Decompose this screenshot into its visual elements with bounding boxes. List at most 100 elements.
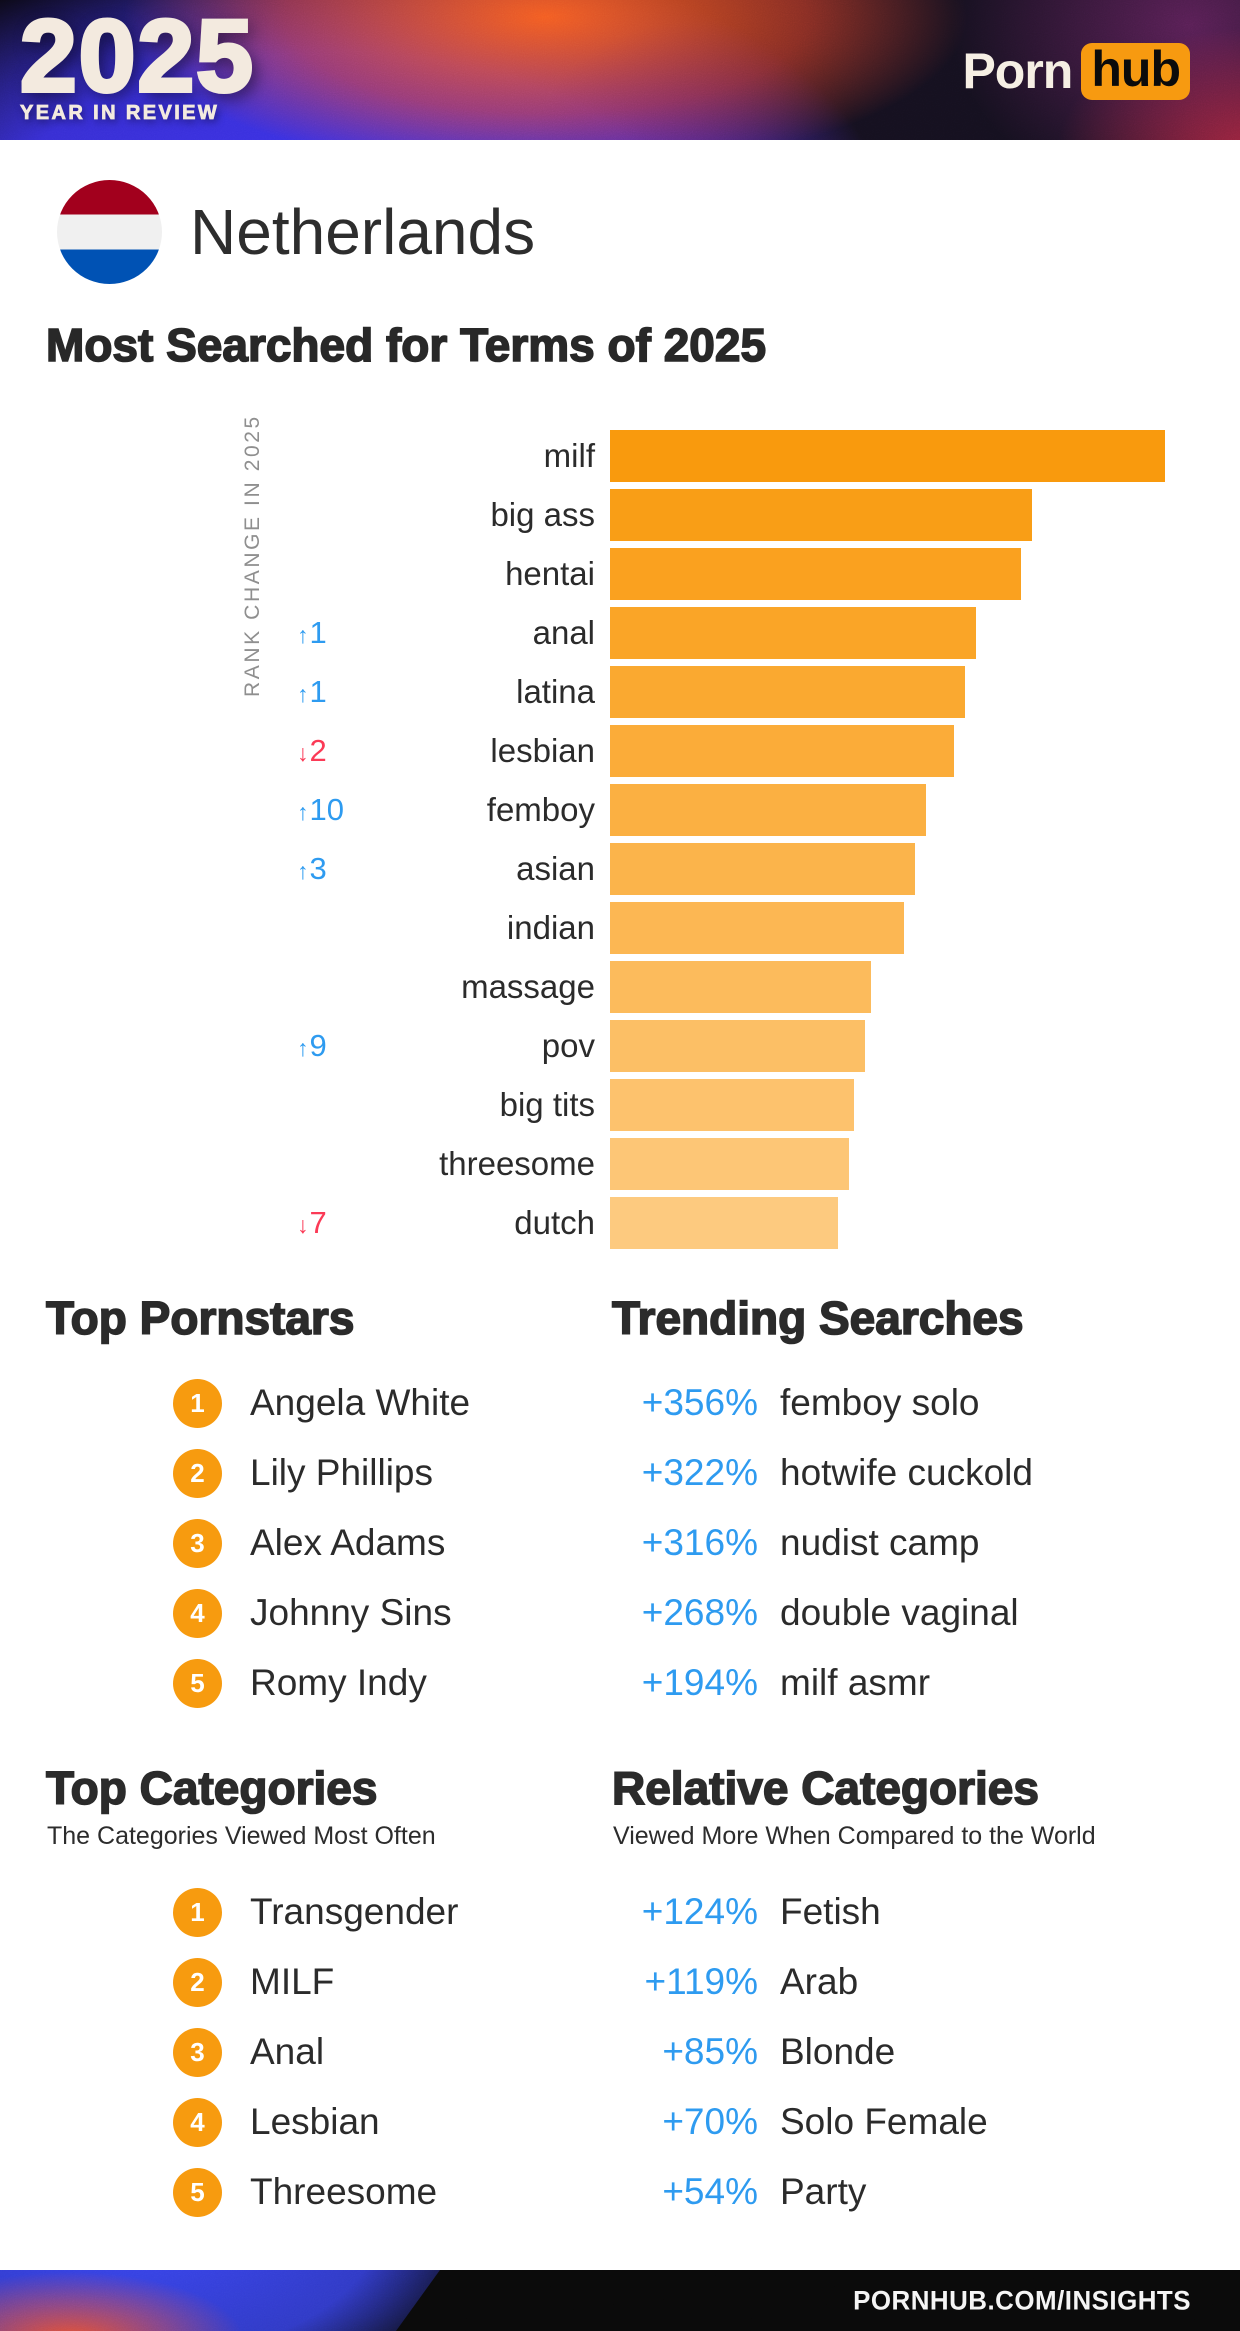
percent-change-value: +119% <box>644 1961 759 2002</box>
chart-row: milf <box>0 430 1240 482</box>
percent-change-value: +316% <box>641 1522 758 1563</box>
rank-change-indicator: ↓2 <box>297 733 327 768</box>
ranked-item-name: Alex Adams <box>250 1522 446 1563</box>
ranked-list-item: 1 Angela White <box>36 1368 596 1438</box>
netherlands-flag-icon <box>57 180 162 284</box>
ranked-item-name: Transgender <box>250 1891 459 1932</box>
relative-categories-title: Relative Categories <box>611 1761 1040 1815</box>
chart-row: ↑1 latina <box>0 666 1240 718</box>
percent-item-name: hotwife cuckold <box>780 1452 1033 1493</box>
rank-change-indicator: ↑1 <box>297 615 327 650</box>
rank-number-badge: 4 <box>173 1588 222 1638</box>
search-term-label: femboy <box>486 791 595 828</box>
percent-item-name: milf asmr <box>780 1662 931 1703</box>
rank-number-badge: 3 <box>173 2027 222 2077</box>
chart-row: ↑3 asian <box>0 843 1240 895</box>
ranked-list-item: 2 MILF <box>36 1947 596 2017</box>
ranked-item-name: Threesome <box>250 2171 438 2212</box>
rank-change-indicator: ↓7 <box>297 1205 327 1240</box>
ranked-list-item: 4 Johnny Sins <box>36 1578 596 1648</box>
top-categories-list: 1 Transgender 2 MILF 3 Anal 4 Lesbian 5 … <box>36 1877 596 2227</box>
footer-bar: PORNHUB.COM/INSIGHTS <box>0 2270 1240 2331</box>
percent-item-name: Blonde <box>780 2031 896 2072</box>
rank-number-badge: 3 <box>173 1518 222 1568</box>
rank-change-indicator: ↑9 <box>297 1028 327 1063</box>
ranked-list-item: 5 Threesome <box>36 2157 596 2227</box>
trending-searches-title: Trending Searches <box>611 1291 1024 1345</box>
percent-list-item: +316% nudist camp <box>612 1508 1232 1578</box>
ranked-list-item: 3 Anal <box>36 2017 596 2087</box>
ranked-item-name: Lesbian <box>250 2101 380 2142</box>
header-banner: 2025 YEAR IN REVIEW Porn hub <box>0 0 1240 140</box>
percent-change-value: +85% <box>662 2031 758 2072</box>
pornhub-logo: Porn hub <box>962 42 1190 100</box>
search-term-bar <box>610 548 1021 600</box>
percent-list-item: +124% Fetish <box>612 1877 1232 1947</box>
percent-list-item: +268% double vaginal <box>612 1578 1232 1648</box>
page-title: Most Searched for Terms of 2025 <box>45 318 767 372</box>
percent-item-name: Arab <box>780 1961 859 2002</box>
chart-row: ↑10 femboy <box>0 784 1240 836</box>
chart-row: ↑1 anal <box>0 607 1240 659</box>
chart-row: massage <box>0 961 1240 1013</box>
percent-list-item: +194% milf asmr <box>612 1648 1232 1718</box>
percent-list-item: +356% femboy solo <box>612 1368 1232 1438</box>
logo-year-text: 2025 <box>18 0 255 113</box>
search-term-label: threesome <box>439 1145 595 1182</box>
search-term-label: latina <box>516 673 595 710</box>
percent-list-item: +54% Party <box>612 2157 1232 2227</box>
pornhub-logo-hub: hub <box>1081 42 1190 100</box>
rank-number-badge: 5 <box>173 2167 222 2217</box>
search-term-label: lesbian <box>490 732 595 769</box>
rank-change-indicator: ↑3 <box>297 851 327 886</box>
search-term-bar <box>610 843 915 895</box>
footer-gradient-decoration <box>0 2270 440 2331</box>
footer-url: PORNHUB.COM/INSIGHTS <box>853 2285 1191 2315</box>
search-term-label: massage <box>461 968 595 1005</box>
ranked-list-item: 3 Alex Adams <box>36 1508 596 1578</box>
pornhub-logo-porn: Porn <box>962 43 1073 99</box>
search-term-bar <box>610 1138 849 1190</box>
percent-change-value: +322% <box>641 1452 758 1493</box>
percent-list-item: +70% Solo Female <box>612 2087 1232 2157</box>
ranked-item-name: Angela White <box>250 1382 471 1423</box>
search-term-bar <box>610 1079 854 1131</box>
chart-row: ↓7 dutch <box>0 1197 1240 1249</box>
ranked-list-item: 2 Lily Phillips <box>36 1438 596 1508</box>
search-term-label: pov <box>541 1027 595 1064</box>
search-term-bar <box>610 1020 865 1072</box>
search-term-bar <box>610 666 965 718</box>
chart-row: indian <box>0 902 1240 954</box>
relative-categories-list: +124% Fetish +119% Arab +85% Blonde +70%… <box>612 1877 1232 2227</box>
search-term-bar <box>610 902 904 954</box>
ranked-item-name: MILF <box>250 1961 335 2002</box>
search-term-label: hentai <box>505 555 595 592</box>
percent-item-name: double vaginal <box>780 1592 1019 1633</box>
chart-row: big tits <box>0 1079 1240 1131</box>
percent-list-item: +119% Arab <box>612 1947 1232 2017</box>
search-term-bar <box>610 607 976 659</box>
chart-row: big ass <box>0 489 1240 541</box>
rank-number-badge: 4 <box>173 2097 222 2147</box>
trending-searches-list: +356% femboy solo +322% hotwife cuckold … <box>612 1368 1232 1718</box>
search-term-bar <box>610 430 1165 482</box>
chart-row: threesome <box>0 1138 1240 1190</box>
ranked-item-name: Anal <box>250 2031 325 2072</box>
rank-number-badge: 2 <box>173 1448 222 1498</box>
logo-tagline-text: YEAR IN REVIEW <box>20 102 220 125</box>
search-terms-chart: milf big ass hentai ↑1 anal ↑1 latina ↓2… <box>0 430 1240 1256</box>
search-term-bar <box>610 961 871 1013</box>
top-pornstars-title: Top Pornstars <box>45 1291 355 1345</box>
ranked-item-name: Lily Phillips <box>250 1452 434 1493</box>
top-pornstars-list: 1 Angela White 2 Lily Phillips 3 Alex Ad… <box>36 1368 596 1718</box>
top-categories-title: Top Categories <box>45 1761 378 1815</box>
ranked-list-item: 1 Transgender <box>36 1877 596 1947</box>
percent-item-name: Party <box>780 2171 867 2212</box>
ranked-list-item: 4 Lesbian <box>36 2087 596 2157</box>
rank-number-badge: 1 <box>173 1378 222 1428</box>
relative-categories-subtitle: Viewed More When Compared to the World <box>613 1822 1096 1850</box>
chart-row: ↑9 pov <box>0 1020 1240 1072</box>
search-term-label: indian <box>506 909 595 946</box>
rank-change-indicator: ↑1 <box>297 674 327 709</box>
